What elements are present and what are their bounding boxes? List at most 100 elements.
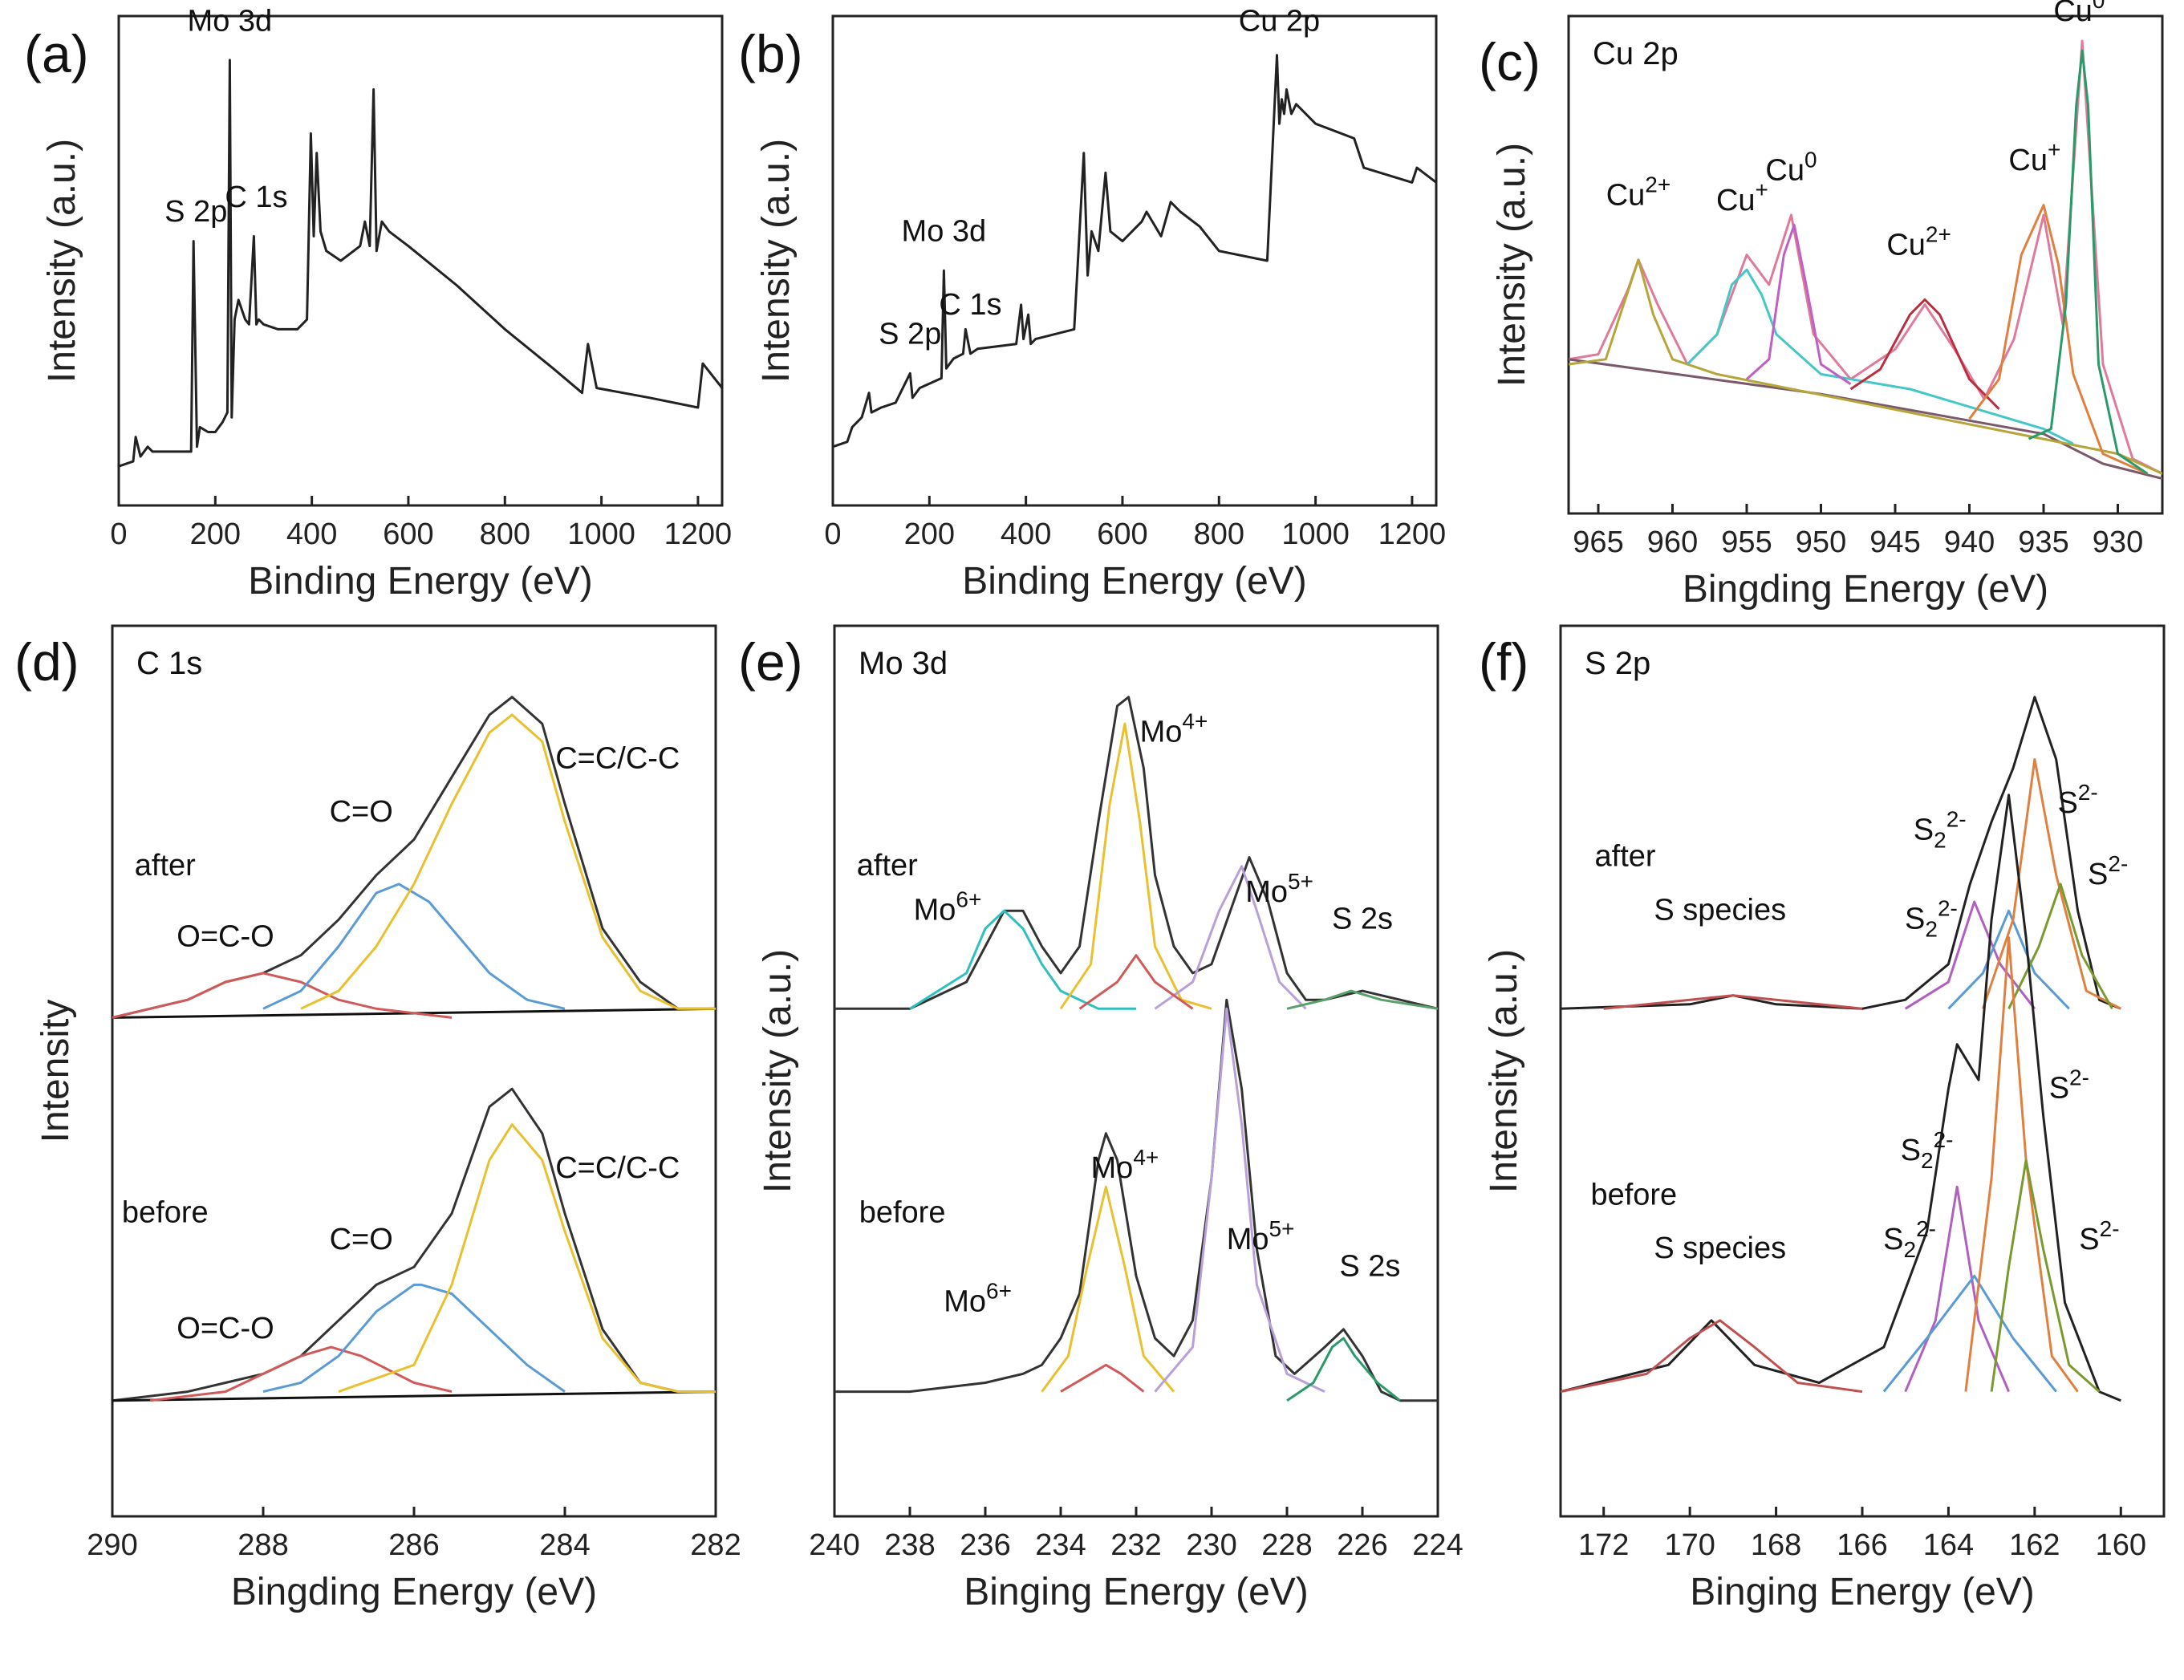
panel-d-series-4: [300, 713, 716, 1010]
panel-b-xtick-label-2: 400: [1001, 517, 1051, 551]
panel-a-xtick-label-4: 800: [480, 517, 530, 551]
panel-e-xtick-label-2: 236: [960, 1528, 1010, 1562]
panel-c-letter: (c): [1479, 32, 1541, 91]
panel-b-series-0: [833, 54, 1436, 448]
panel-f-series-6: [1561, 793, 2121, 1402]
panel-a-series-0: [119, 59, 722, 468]
panel-d-ylabel: Intensity: [35, 1000, 77, 1143]
panel-f-xtick-label-2: 168: [1751, 1528, 1801, 1562]
panel-f-annotation-6: S2-: [2057, 780, 2097, 820]
panel-f-xtick-label-3: 166: [1837, 1528, 1887, 1562]
panel-a: 0 200 400 600 800 1000 1200 Binding Energy (eV)…: [24, 4, 732, 603]
panel-f-xlabel: Binging Energy (eV): [1690, 1571, 2035, 1613]
panel-e-annotation-4: Mo5+: [1245, 869, 1313, 909]
panel-c-series-3: [1686, 268, 2074, 445]
panel-c-series-7: [2028, 49, 2149, 475]
panel-a-xtick-label-0: 0: [110, 517, 127, 551]
panel-d-xlabel: Bingding Energy (eV): [231, 1571, 597, 1613]
panel-e-xtick-label-8: 224: [1412, 1528, 1463, 1562]
panel-c-series-2: [1569, 258, 2162, 475]
panel-e-xlabel: Binging Energy (eV): [964, 1571, 1309, 1613]
panel-f-series-group: [1561, 696, 2121, 1402]
panel-e-letter: (e): [738, 632, 803, 692]
panel-f-annotation-11: S2-: [2079, 1216, 2119, 1256]
panel-e-xtick-label-3: 234: [1035, 1528, 1086, 1562]
panel-e-annotation-8: Mo5+: [1227, 1216, 1295, 1256]
panel-d: 290 288 286 284 282 Bingding Energy (eV) Inten…: [14, 624, 741, 1613]
panel-e-series-4: [1078, 954, 1194, 1010]
panel-f-series-8: [1882, 1274, 2057, 1393]
panel-f-annotation-5: S22-: [1905, 895, 1958, 941]
panel-d-series-2: [112, 972, 453, 1019]
panel-a-frame: [117, 14, 724, 507]
panel-b-ylabel: Intensity (a.u.): [755, 139, 798, 383]
panel-d-title: C 1s: [136, 646, 202, 681]
panel-e-annotation-5: S 2s: [1332, 902, 1393, 935]
panel-f-letter: (f): [1479, 632, 1528, 692]
panel-f-xtick-label-0: 172: [1578, 1528, 1629, 1562]
panel-e-frame: [833, 624, 1439, 1518]
panel-e-xtick-label-7: 226: [1337, 1528, 1387, 1562]
panel-c-xtick-label-7: 930: [2093, 526, 2143, 559]
panel-e-title: Mo 3d: [859, 646, 948, 681]
panel-c-series-4: [1746, 223, 1852, 386]
panel-d-series-6: [112, 1390, 716, 1402]
panel-c-series-5: [1849, 298, 2000, 410]
panel-c-xtick-label-2: 955: [1721, 526, 1772, 559]
panel-a-xlabel: Binding Energy (eV): [248, 560, 593, 603]
panel-a-xtick-label-3: 600: [383, 517, 433, 551]
panel-f-xtick-label-1: 170: [1664, 1528, 1715, 1562]
panel-c: 965 960 955 950 945 940 935 930 Bingding Energy …: [1479, 0, 2164, 611]
panel-c-xtick-label-3: 950: [1796, 526, 1846, 559]
panel-d-series-8: [262, 1283, 566, 1394]
panel-e-annotation-3: Mo6+: [914, 887, 982, 927]
panel-c-title: Cu 2p: [1593, 36, 1679, 71]
panel-b-frame: [831, 14, 1438, 507]
panel-f-annotation-8: S22-: [1901, 1127, 1954, 1173]
panel-f-series-2: [1947, 909, 2070, 1010]
panel-e: 240 238 236 234 232 230 228 226 224 Binging Energ…: [738, 624, 1463, 1613]
panel-f-series-5: [1603, 994, 1863, 1010]
panel-f-title: S 2p: [1585, 646, 1650, 681]
panel-d-annotation-1: before: [122, 1196, 209, 1230]
panel-c-xlabel: Bingding Energy (eV): [1683, 568, 2048, 611]
panel-b-xtick-label-0: 0: [824, 517, 841, 551]
panel-e-xtick-label-6: 228: [1261, 1528, 1312, 1562]
panel-d-xtick-label-1: 288: [237, 1528, 288, 1562]
panel-f-annotation-1: before: [1590, 1179, 1677, 1212]
panel-e-annotation-7: Mo6+: [944, 1279, 1012, 1319]
panel-f-series-9: [1964, 936, 2079, 1393]
panel-c-series-6: [1968, 204, 2149, 475]
panel-e-series-7: [1041, 1185, 1175, 1393]
panel-e-annotation-6: Mo4+: [1091, 1145, 1159, 1185]
panel-f-annotation-3: S species: [1654, 1232, 1786, 1265]
panel-b-xlabel: Binding Energy (eV): [962, 560, 1307, 603]
panel-e-series-1: [909, 909, 1136, 1010]
panel-f-series-10: [1990, 1159, 2101, 1393]
panel-a-annotation-2: C 1s: [225, 181, 287, 214]
panel-d-series-5: [112, 1087, 716, 1402]
panel-b: 0 200 400 600 800 1000 1200 Binding Energy (eV)…: [738, 4, 1446, 603]
panel-b-annotation-2: S 2p: [879, 318, 941, 351]
panel-e-annotation-0: after: [857, 849, 918, 883]
panel-c-annotation-5: Cu+: [2008, 137, 2060, 177]
panel-c-series-1: [1569, 358, 2162, 481]
panel-d-annotation-0: after: [135, 849, 196, 883]
panel-f-series-7: [1904, 1185, 2010, 1393]
panel-e-xtick-label-0: 240: [809, 1528, 859, 1562]
panel-e-series-9: [1286, 1337, 1401, 1402]
panel-b-series-group: [833, 54, 1436, 448]
panel-e-series-group: [834, 696, 1438, 1402]
panel-b-annotation-3: C 1s: [939, 288, 1001, 322]
panel-c-xtick-label-5: 940: [1944, 526, 1995, 559]
panel-f-ylabel: Intensity (a.u.): [1483, 949, 1525, 1193]
panel-d-xtick-label-3: 284: [539, 1528, 590, 1562]
panel-f-annotation-4: S22-: [1914, 806, 1967, 852]
panel-d-annotation-6: C=O: [330, 1223, 393, 1256]
panel-d-annotation-3: C=O: [330, 795, 393, 829]
panel-d-annotation-2: C=C/C-C: [555, 742, 680, 776]
panel-e-xtick-label-4: 232: [1110, 1528, 1161, 1562]
panel-b-xtick-label-5: 1000: [1281, 517, 1350, 551]
panel-e-xtick-label-1: 238: [884, 1528, 935, 1562]
